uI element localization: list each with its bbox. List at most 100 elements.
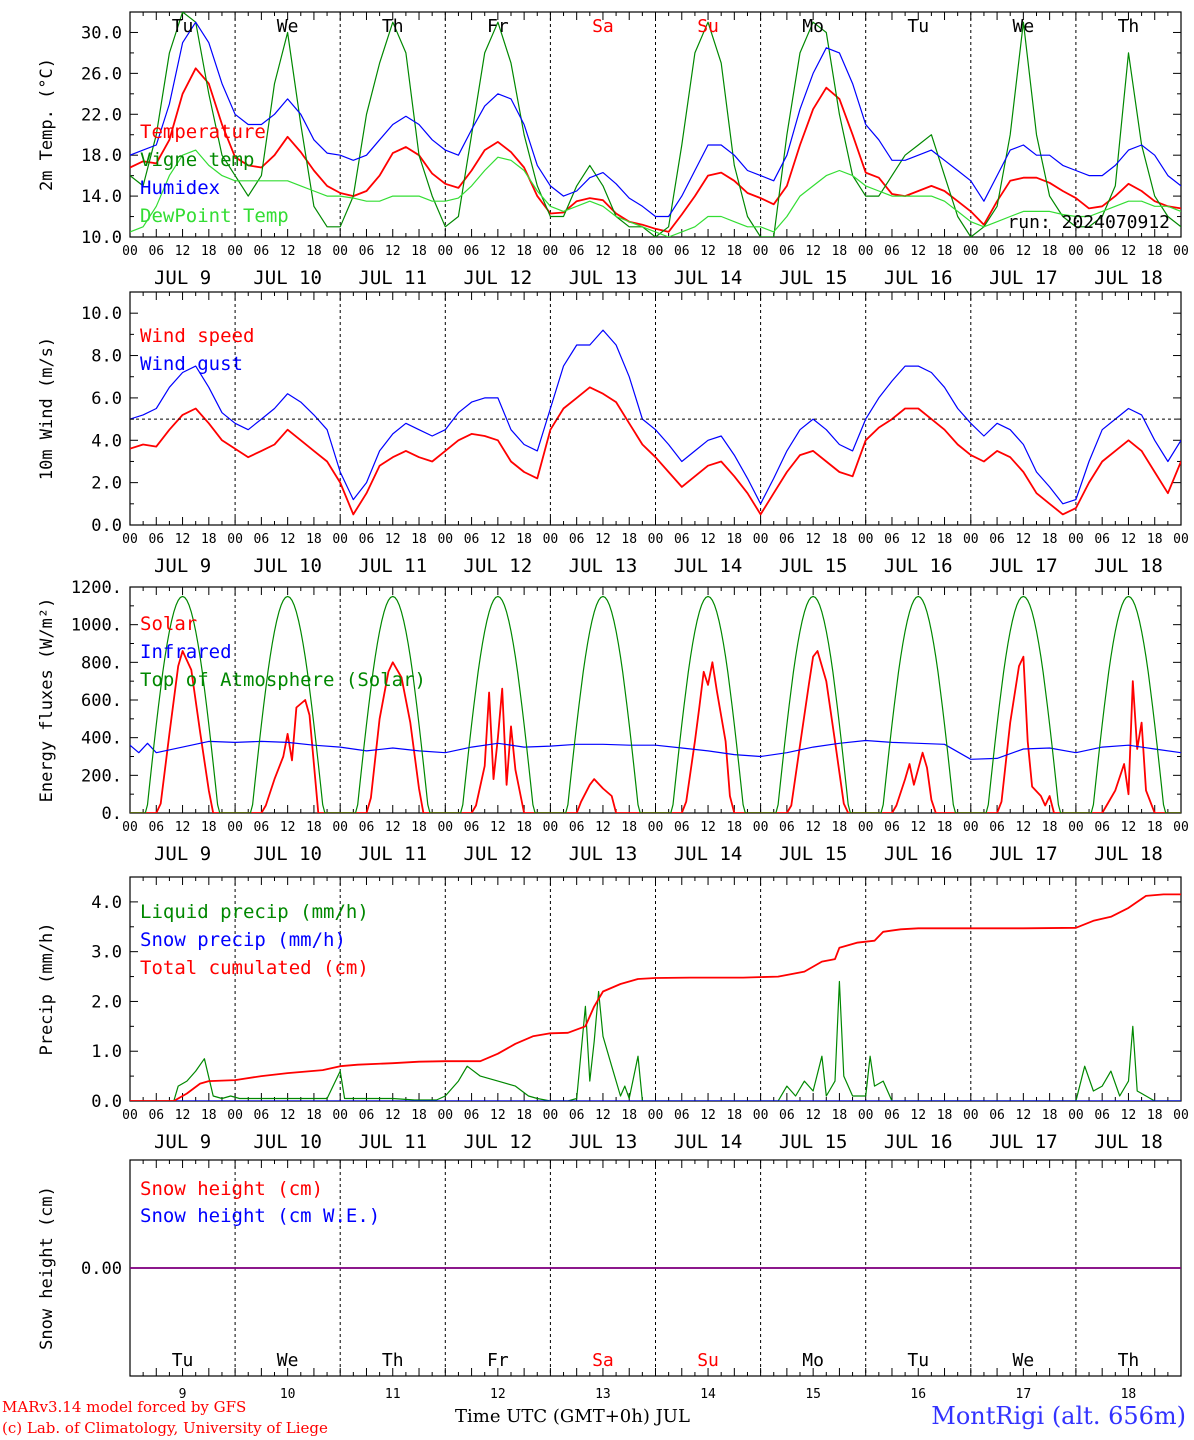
x-hour-label: 12 <box>910 1108 926 1123</box>
station-name: MontRigi (alt. 656m) <box>931 1402 1186 1430</box>
date-label: JUL 18 <box>1094 843 1163 865</box>
weekday-label-top: Fr <box>487 16 509 37</box>
series-line-total-cumulated-cm- <box>130 893 1181 1101</box>
date-label: JUL 12 <box>464 555 533 577</box>
x-hour-label: 18 <box>1147 532 1163 547</box>
y-tick-label: 30.0 <box>81 23 122 43</box>
x-hour-label: 06 <box>464 532 480 547</box>
x-hour-label: 00 <box>858 820 874 835</box>
y-tick-label: 22.0 <box>81 105 122 125</box>
x-hour-label: 00 <box>963 244 979 259</box>
series-line-temperature <box>130 67 1181 233</box>
date-label: JUL 18 <box>1094 267 1163 289</box>
x-hour-label: 12 <box>385 244 401 259</box>
date-label: JUL 13 <box>569 1131 638 1153</box>
date-label: JUL 16 <box>884 843 953 865</box>
x-hour-label: 00 <box>648 820 664 835</box>
y-tick-label: 1000. <box>71 616 122 636</box>
x-hour-label: 00 <box>1068 532 1084 547</box>
y-axis-label: Energy fluxes (W/m²) <box>37 598 57 803</box>
x-hour-label: 18 <box>516 820 532 835</box>
plot-frame <box>129 11 1182 238</box>
x-hour-label: 00 <box>122 1108 138 1123</box>
date-label: JUL 15 <box>779 555 848 577</box>
x-hour-label: 06 <box>254 532 270 547</box>
x-hour-label: 06 <box>148 1108 164 1123</box>
date-label: JUL 18 <box>1094 555 1163 577</box>
x-hour-label: 18 <box>306 532 322 547</box>
weekday-label-bottom: Th <box>382 1350 404 1371</box>
x-hour-label: 18 <box>411 244 427 259</box>
x-hour-label: 18 <box>832 1108 848 1123</box>
x-hour-label: 00 <box>332 820 348 835</box>
date-label: JUL 16 <box>884 267 953 289</box>
x-hour-label: 00 <box>122 820 138 835</box>
x-hour-label: 12 <box>805 532 821 547</box>
weekday-label-bottom: Tu <box>907 1350 929 1371</box>
x-hour-label: 18 <box>516 244 532 259</box>
x-hour-label: 06 <box>254 820 270 835</box>
x-hour-label: 12 <box>280 244 296 259</box>
date-label: JUL 14 <box>674 843 743 865</box>
weekday-label-top: We <box>1013 16 1035 37</box>
x-hour-label: 00 <box>1173 532 1189 547</box>
series-group <box>130 12 1181 237</box>
y-tick-label: 1.0 <box>91 1042 122 1062</box>
x-hour-label: 00 <box>543 244 559 259</box>
x-hour-label: 00 <box>753 532 769 547</box>
weekday-label-bottom: Th <box>1118 1350 1140 1371</box>
date-label: JUL 13 <box>569 843 638 865</box>
series-group <box>130 893 1181 1101</box>
x-hour-label: 12 <box>910 532 926 547</box>
x-hour-label: 12 <box>175 244 191 259</box>
x-hour-label: 06 <box>1094 820 1110 835</box>
date-label: JUL 17 <box>989 555 1058 577</box>
date-label: JUL 14 <box>674 267 743 289</box>
x-hour-label: 00 <box>858 532 874 547</box>
x-hour-label: 18 <box>621 820 637 835</box>
x-hour-label: 18 <box>937 820 953 835</box>
day-number: 15 <box>805 1387 821 1402</box>
x-hour-label: 18 <box>1042 532 1058 547</box>
series-line-vigne-temp <box>130 12 1181 237</box>
legend-entry: Total cumulated (cm) <box>140 957 369 979</box>
x-hour-label: 18 <box>726 1108 742 1123</box>
day-number: 14 <box>700 1387 716 1402</box>
x-hour-label: 12 <box>1016 820 1032 835</box>
x-hour-label: 06 <box>148 532 164 547</box>
x-hour-label: 12 <box>1121 532 1137 547</box>
day-number: 18 <box>1121 1387 1137 1402</box>
x-hour-label: 06 <box>359 244 375 259</box>
y-axis-label: Snow height (cm) <box>37 1186 57 1350</box>
weekday-label-top: Mo <box>802 16 824 37</box>
x-hour-label: 12 <box>805 1108 821 1123</box>
y-axis-label: 10m Wind (m/s) <box>37 337 57 480</box>
x-hour-label: 18 <box>411 820 427 835</box>
x-hour-label: 00 <box>332 244 348 259</box>
legend-entry: Snow precip (mm/h) <box>140 929 346 951</box>
date-label: JUL 10 <box>253 555 322 577</box>
x-hour-label: 00 <box>858 244 874 259</box>
x-hour-label: 00 <box>227 820 243 835</box>
series-line-solar <box>130 650 1181 813</box>
x-hour-label: 06 <box>1094 244 1110 259</box>
date-label: JUL 12 <box>464 1131 533 1153</box>
x-hour-label: 06 <box>254 1108 270 1123</box>
x-hour-label: 06 <box>569 532 585 547</box>
y-tick-label: 800. <box>81 653 122 673</box>
weekday-label-bottom: We <box>277 1350 299 1371</box>
legend-entry: Top of Atmosphere (Solar) <box>140 669 426 691</box>
weekday-label-bottom: Su <box>697 1350 719 1371</box>
date-label: JUL 17 <box>989 1131 1058 1153</box>
legend-entry: Wind gust <box>140 353 243 375</box>
day-number: 11 <box>385 1387 401 1402</box>
x-hour-label: 12 <box>385 820 401 835</box>
x-hour-label: 18 <box>1147 244 1163 259</box>
x-hour-label: 18 <box>306 1108 322 1123</box>
date-label: JUL 9 <box>154 1131 211 1153</box>
y-axis-label: 2m Temp. (°C) <box>37 58 57 191</box>
x-hour-label: 18 <box>201 820 217 835</box>
series-line-humidex <box>130 21 1181 218</box>
x-hour-label: 06 <box>989 244 1005 259</box>
x-hour-label: 00 <box>648 532 664 547</box>
